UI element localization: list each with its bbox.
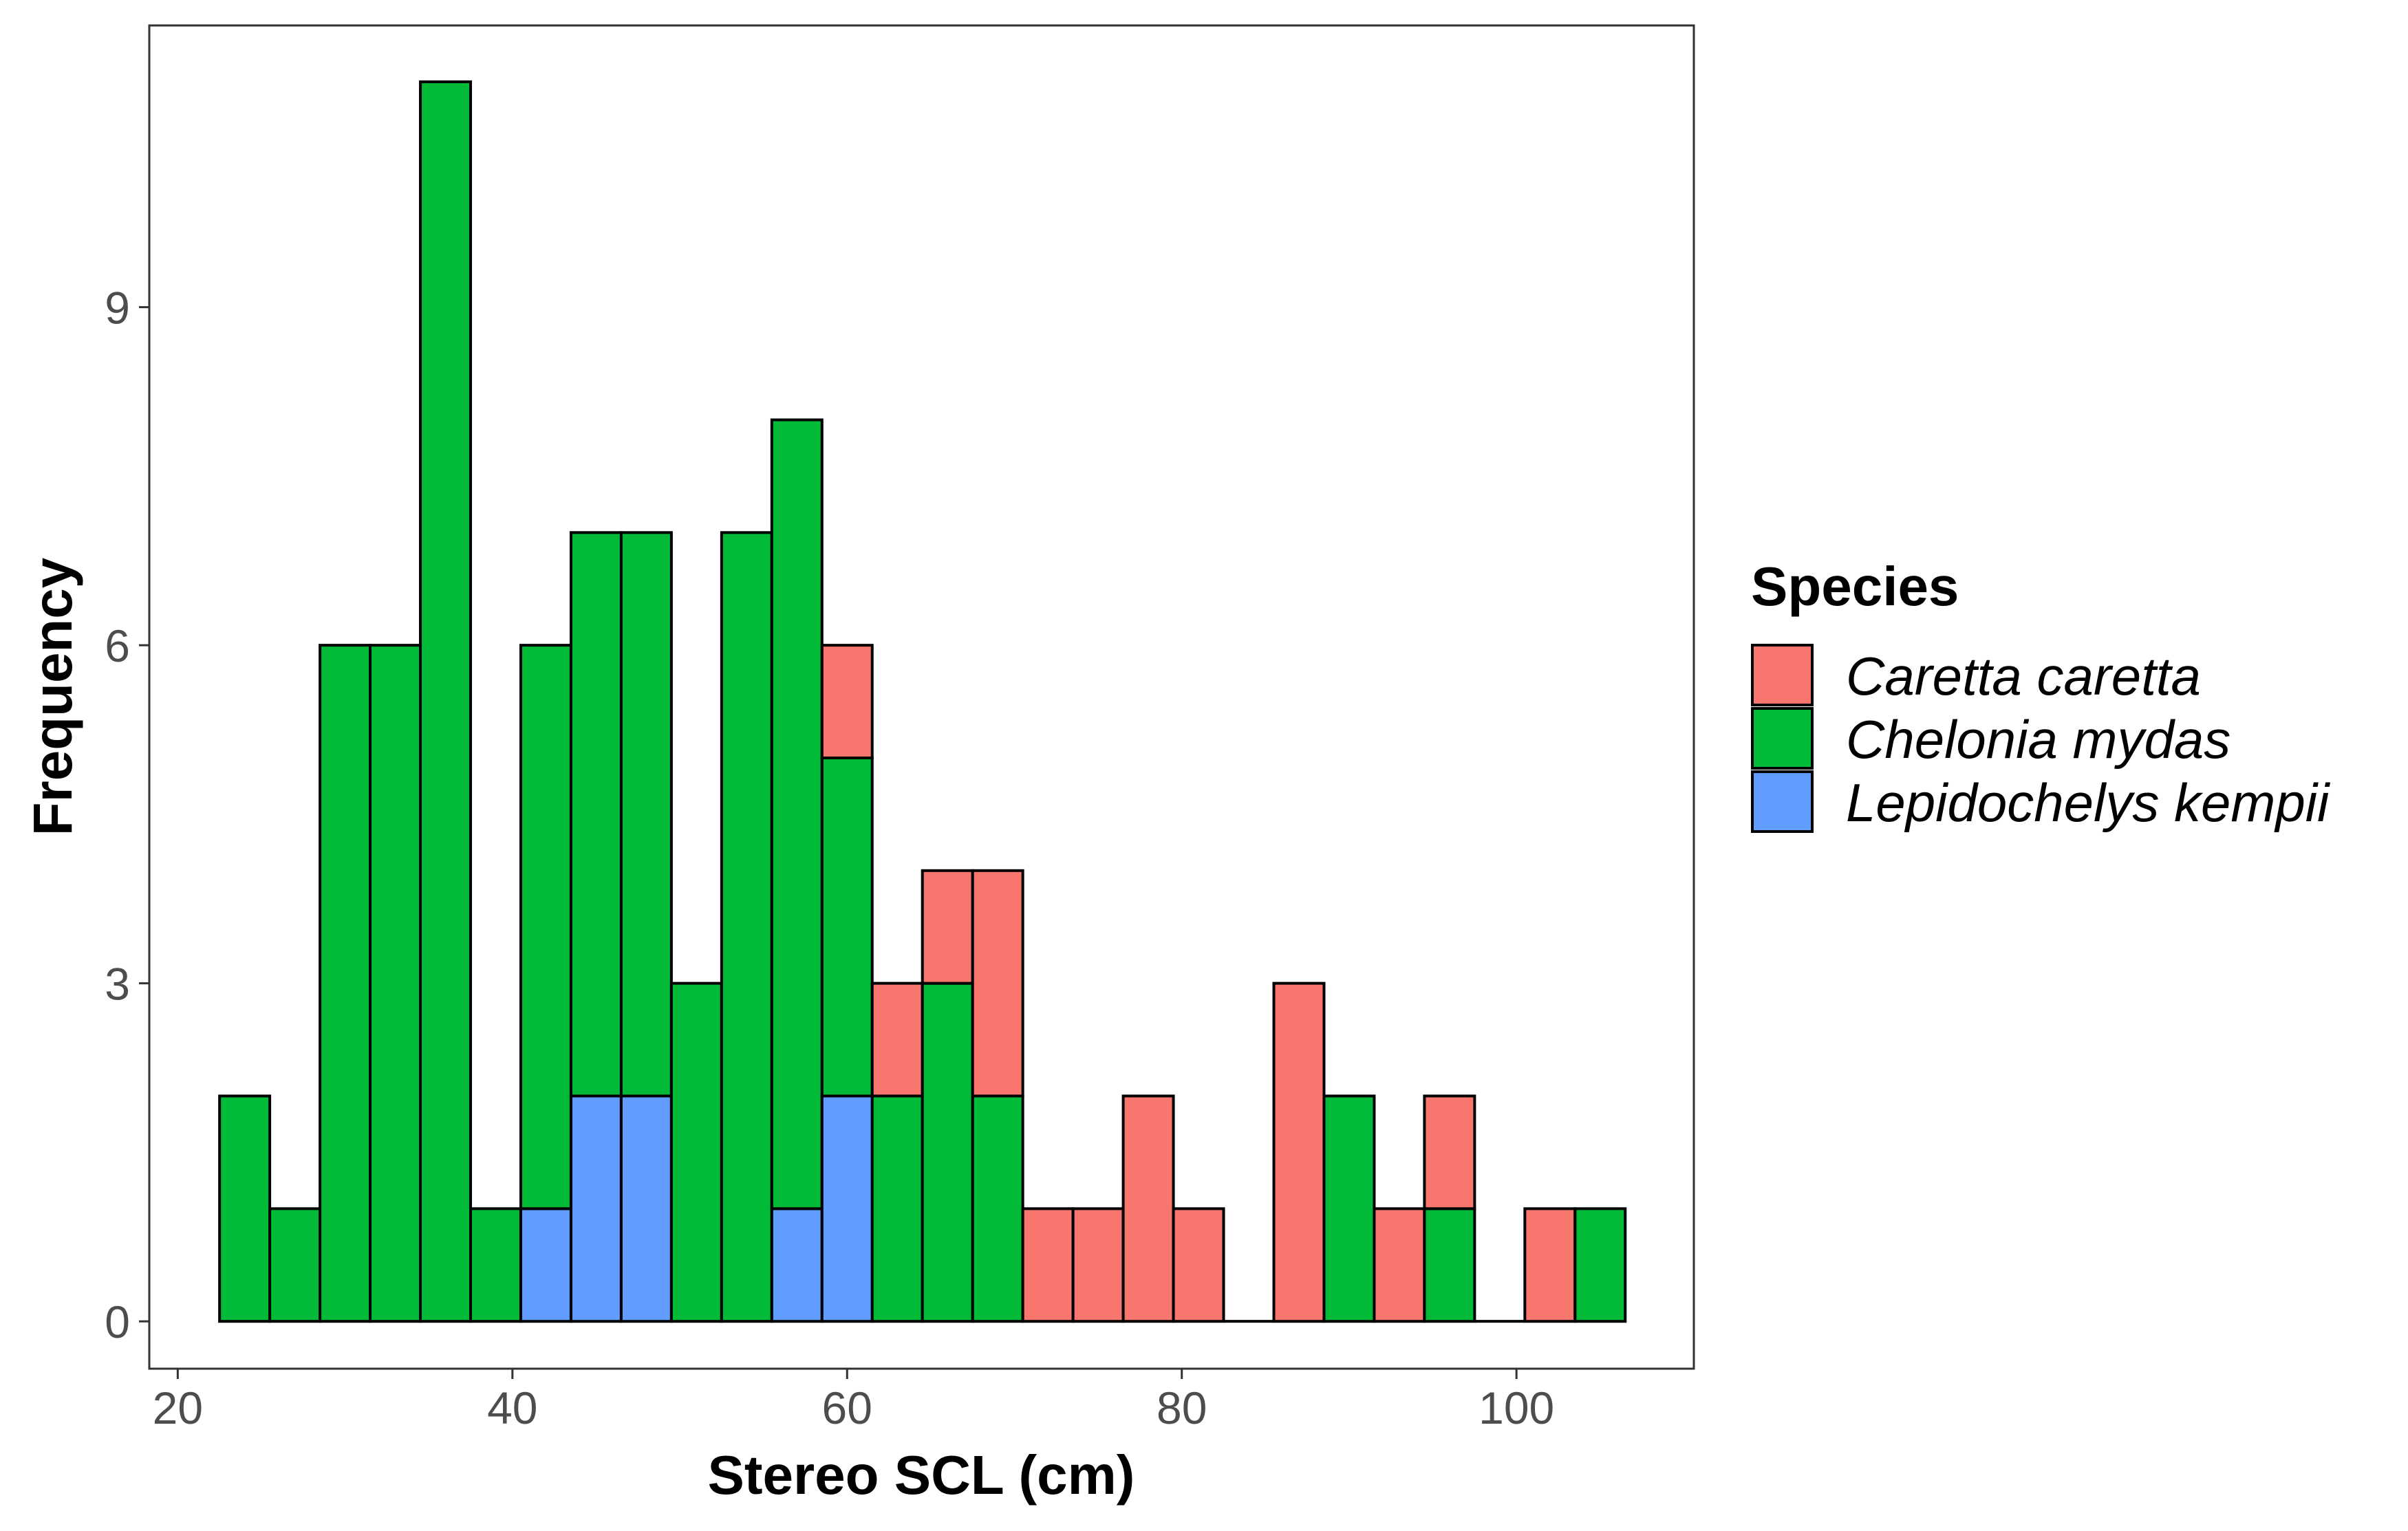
- bar-caretta-caretta-bin-17: [1071, 1207, 1125, 1323]
- x-tick-label-100: 100: [1479, 1382, 1554, 1433]
- bar-chelonia-mydas-bin-24: [1423, 1207, 1476, 1323]
- bar-chelonia-mydas-bin-8: [619, 531, 673, 1098]
- legend-key-caretta-caretta: [1751, 644, 1814, 706]
- x-tick-label-80: 80: [1157, 1382, 1207, 1433]
- bar-caretta-caretta-bin-21: [1272, 981, 1326, 1323]
- bar-chelonia-mydas-bin-13: [870, 1094, 924, 1323]
- legend-label-chelonia-mydas: Chelonia mydas: [1846, 709, 2230, 770]
- bar-lepidochelys-kempii-bin-12: [820, 1094, 874, 1323]
- bar-chelonia-mydas-bin-2: [319, 644, 372, 1323]
- bar-chelonia-mydas-bin-27: [1573, 1207, 1627, 1323]
- x-axis-title: Stereo SCL (cm): [708, 1444, 1135, 1506]
- bar-caretta-caretta-bin-26: [1523, 1207, 1577, 1323]
- bar-caretta-caretta-bin-18: [1121, 1094, 1175, 1323]
- bar-chelonia-mydas-bin-5: [469, 1207, 522, 1323]
- legend-key-lepidochelys-kempii: [1751, 770, 1814, 833]
- bar-chelonia-mydas-bin-14: [921, 981, 974, 1323]
- y-tick-label-3: 3: [105, 959, 130, 1010]
- x-tick-label-20: 20: [153, 1382, 203, 1433]
- bar-caretta-caretta-bin-13: [870, 981, 924, 1098]
- bar-caretta-caretta-bin-16: [1021, 1207, 1075, 1323]
- bar-chelonia-mydas-bin-0: [218, 1094, 272, 1323]
- bar-chelonia-mydas-bin-1: [268, 1207, 322, 1323]
- y-tick-label-9: 9: [105, 283, 130, 334]
- legend-title: Species: [1751, 556, 1959, 617]
- bar-caretta-caretta-bin-15: [971, 869, 1024, 1098]
- y-axis-title: Frequency: [22, 557, 83, 836]
- bar-chelonia-mydas-bin-11: [770, 418, 824, 1210]
- bar-caretta-caretta-bin-23: [1373, 1207, 1426, 1323]
- legend-label-caretta-caretta: Caretta caretta: [1846, 646, 2201, 706]
- bar-chelonia-mydas-bin-6: [519, 644, 572, 1210]
- bar-chelonia-mydas-bin-15: [971, 1094, 1024, 1323]
- bar-lepidochelys-kempii-bin-8: [619, 1094, 673, 1323]
- bar-chelonia-mydas-bin-4: [419, 80, 472, 1323]
- bar-caretta-caretta-bin-24: [1423, 1094, 1476, 1210]
- bar-chelonia-mydas-bin-3: [369, 644, 422, 1323]
- bars-layer: [218, 80, 1627, 1323]
- bar-caretta-caretta-bin-14: [921, 869, 974, 985]
- bar-chelonia-mydas-bin-10: [720, 531, 773, 1323]
- legend: Species Caretta caretta Chelonia mydas L…: [1751, 556, 2331, 833]
- bar-chelonia-mydas-bin-7: [569, 531, 623, 1098]
- bar-lepidochelys-kempii-bin-7: [569, 1094, 623, 1323]
- x-tick-label-60: 60: [822, 1382, 872, 1433]
- legend-key-chelonia-mydas: [1751, 707, 1814, 770]
- axis-ticks: 20 40 60 80 100 0 3 6 9: [105, 283, 1554, 1433]
- legend-label-lepidochelys-kempii: Lepidochelys kempii: [1846, 772, 2331, 833]
- bar-caretta-caretta-bin-19: [1172, 1207, 1225, 1323]
- plot-panel-border: [148, 24, 1695, 1370]
- x-tick-label-40: 40: [487, 1382, 537, 1433]
- bar-lepidochelys-kempii-bin-11: [770, 1207, 824, 1323]
- bar-lepidochelys-kempii-bin-6: [519, 1207, 572, 1323]
- bar-chelonia-mydas-bin-12: [820, 756, 874, 1098]
- y-tick-label-0: 0: [105, 1296, 130, 1347]
- bar-chelonia-mydas-bin-9: [669, 981, 723, 1323]
- bar-chelonia-mydas-bin-22: [1322, 1094, 1376, 1323]
- y-tick-label-6: 6: [105, 620, 130, 671]
- bar-caretta-caretta-bin-12: [820, 644, 874, 759]
